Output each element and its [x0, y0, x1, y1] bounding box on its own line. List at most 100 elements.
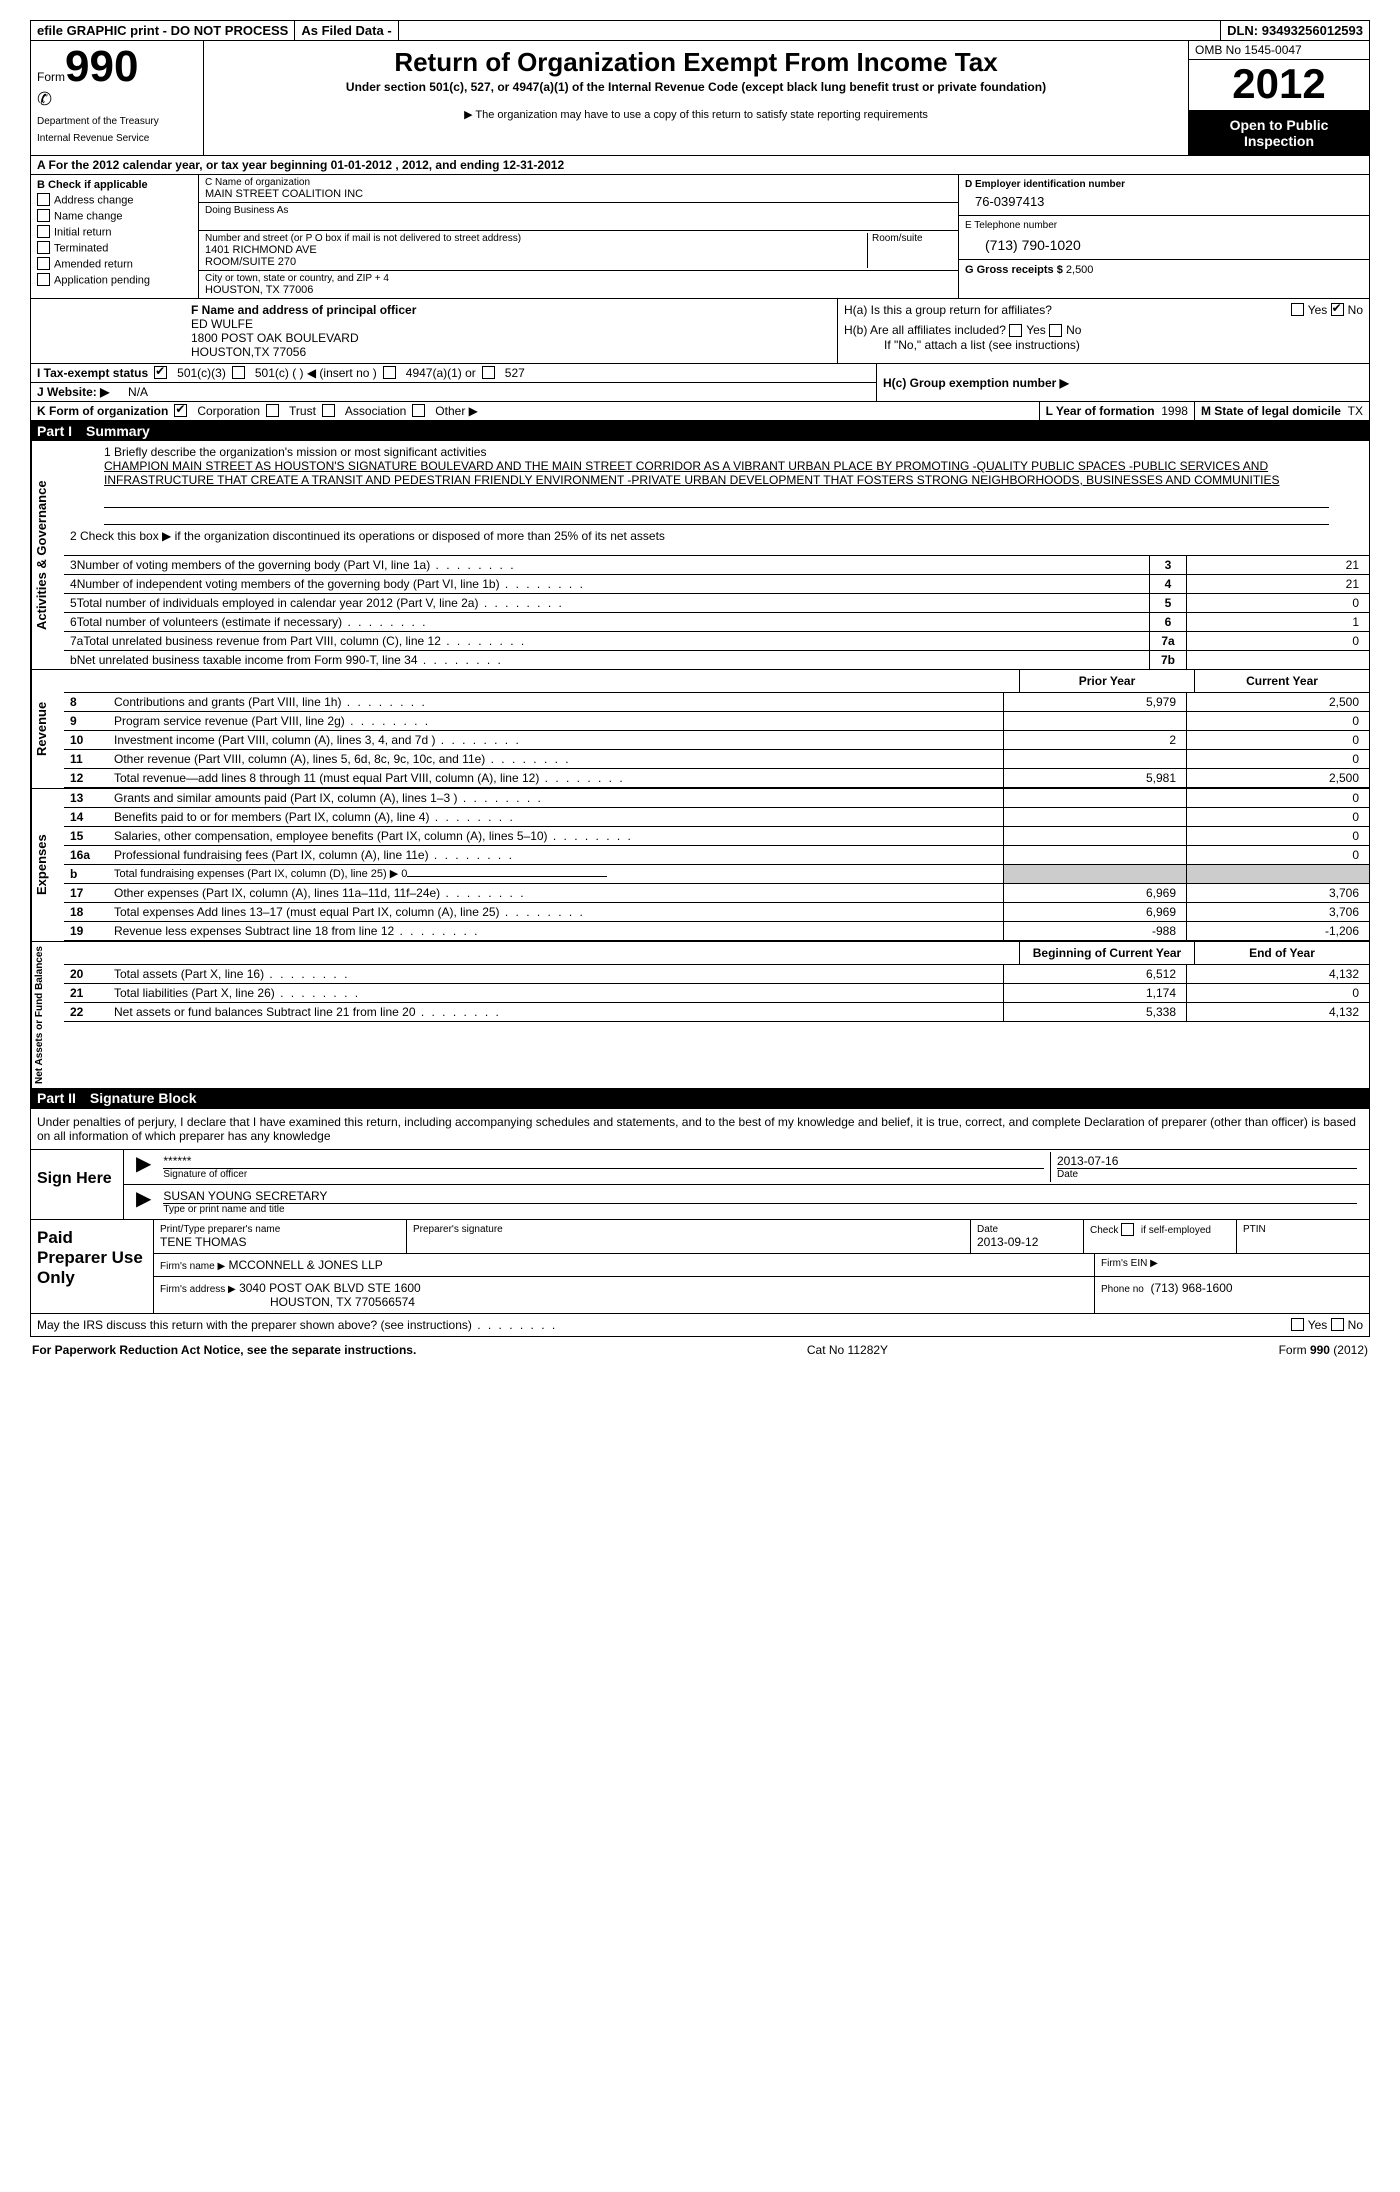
chk-527[interactable]: [482, 366, 495, 379]
pp-name-lbl: Print/Type preparer's name: [160, 1224, 400, 1235]
dba-lbl: Doing Business As: [205, 205, 952, 216]
hdr-eoy: End of Year: [1194, 942, 1369, 964]
efile-notice: efile GRAPHIC print - DO NOT PROCESS: [31, 21, 295, 40]
e-lbl: E Telephone number: [965, 220, 1363, 231]
chk-discuss-yes[interactable]: [1291, 1318, 1304, 1331]
dln: DLN: 93493256012593: [1221, 21, 1369, 40]
tax-year: 2012: [1189, 60, 1369, 111]
table-row: 18Total expenses Add lines 13–17 (must e…: [64, 903, 1369, 922]
chk-self-employed[interactable]: [1121, 1223, 1134, 1236]
phone: (713) 790-1020: [965, 231, 1363, 255]
chk-app-pending[interactable]: [37, 273, 50, 286]
firm-name: MCCONNELL & JONES LLP: [229, 1258, 383, 1272]
chk-terminated[interactable]: [37, 241, 50, 254]
chk-amended[interactable]: [37, 257, 50, 270]
hdr-current-year: Current Year: [1194, 670, 1369, 692]
section-header-block: B Check if applicable Address change Nam…: [31, 175, 1369, 299]
firm-name-lbl: Firm's name ▶: [160, 1261, 225, 1272]
title-row: Form990 ✆ Department of the Treasury Int…: [31, 41, 1369, 156]
table-row: 16aProfessional fundraising fees (Part I…: [64, 846, 1369, 865]
form-subtitle: Under section 501(c), 527, or 4947(a)(1)…: [214, 80, 1178, 94]
pp-label: Paid Preparer Use Only: [31, 1220, 154, 1313]
chk-discuss-no[interactable]: [1331, 1318, 1344, 1331]
form-note: ▶ The organization may have to use a cop…: [214, 108, 1178, 121]
hdr-boy: Beginning of Current Year: [1019, 942, 1194, 964]
arrow-icon: ▶: [130, 1152, 157, 1182]
firm-addr1: 3040 POST OAK BLVD STE 1600: [239, 1281, 421, 1295]
l-year: L Year of formation 1998: [1039, 402, 1194, 420]
pp-date: 2013-09-12: [977, 1235, 1077, 1249]
d-lbl: D Employer identification number: [965, 179, 1363, 190]
table-row: 21Total liabilities (Part X, line 26)1,1…: [64, 984, 1369, 1003]
summary-row: bNet unrelated business taxable income f…: [64, 650, 1369, 669]
chk-hb-no[interactable]: [1049, 324, 1062, 337]
firm-phone: (713) 968-1600: [1151, 1281, 1233, 1295]
as-filed: As Filed Data -: [295, 21, 398, 40]
table-row: 13Grants and similar amounts paid (Part …: [64, 789, 1369, 808]
chk-name-change[interactable]: [37, 209, 50, 222]
firm-addr2: HOUSTON, TX 770566574: [160, 1295, 415, 1309]
chk-501c[interactable]: [232, 366, 245, 379]
table-row: 11Other revenue (Part VIII, column (A), …: [64, 750, 1369, 769]
table-row: bTotal fundraising expenses (Part IX, co…: [64, 865, 1369, 884]
chk-ha-yes[interactable]: [1291, 303, 1304, 316]
hc-row: H(c) Group exemption number ▶: [876, 364, 1369, 402]
chk-initial-return[interactable]: [37, 225, 50, 238]
pp-sig-lbl: Preparer's signature: [413, 1224, 964, 1235]
chk-assoc[interactable]: [322, 404, 335, 417]
hdr-prior-year: Prior Year: [1019, 670, 1194, 692]
org-name: MAIN STREET COALITION INC: [205, 188, 952, 200]
hb-note: If "No," attach a list (see instructions…: [844, 338, 1363, 352]
chk-other[interactable]: [412, 404, 425, 417]
firm-phone-lbl: Phone no: [1101, 1284, 1144, 1295]
line1: 1 Briefly describe the organization's mi…: [64, 441, 1369, 491]
pp-name: TENE THOMAS: [160, 1235, 400, 1249]
sig-stars: ******: [163, 1154, 1044, 1168]
sig-date: 2013-07-16: [1057, 1154, 1357, 1168]
col-b: B Check if applicable Address change Nam…: [31, 175, 199, 298]
arrow-icon: ▶: [130, 1187, 157, 1217]
table-row: 14Benefits paid to or for members (Part …: [64, 808, 1369, 827]
addr-lbl: Number and street (or P O box if mail is…: [205, 233, 867, 244]
addr2: ROOM/SUITE 270: [205, 256, 867, 268]
f-lbl: F Name and address of principal officer: [191, 303, 416, 317]
chk-ha-no[interactable]: [1331, 303, 1344, 316]
g-receipts: G Gross receipts $ 2,500: [959, 260, 1369, 280]
dept-treasury: Department of the Treasury: [37, 116, 197, 127]
table-row: 15Salaries, other compensation, employee…: [64, 827, 1369, 846]
sig-name: SUSAN YOUNG SECRETARY: [163, 1189, 1357, 1203]
discuss-row: May the IRS discuss this return with the…: [31, 1313, 1369, 1336]
c-name-lbl: C Name of organization: [205, 177, 952, 188]
paid-preparer-block: Paid Preparer Use Only Print/Type prepar…: [31, 1219, 1369, 1313]
part2-header: Part IISignature Block: [31, 1088, 1369, 1108]
form-990: efile GRAPHIC print - DO NOT PROCESS As …: [30, 20, 1370, 1337]
form-number: 990: [65, 42, 138, 91]
ptin-lbl: PTIN: [1237, 1220, 1369, 1253]
sign-here-label: Sign Here: [31, 1150, 124, 1219]
chk-4947[interactable]: [383, 366, 396, 379]
officer-name: ED WULFE: [191, 317, 831, 331]
officer-addr: 1800 POST OAK BOULEVARD: [191, 331, 831, 345]
firm-addr-lbl: Firm's address ▶: [160, 1284, 236, 1295]
chk-hb-yes[interactable]: [1009, 324, 1022, 337]
table-row: 12Total revenue—add lines 8 through 11 (…: [64, 769, 1369, 788]
footer: For Paperwork Reduction Act Notice, see …: [30, 1337, 1370, 1363]
addr1: 1401 RICHMOND AVE: [205, 244, 867, 256]
col-degh: D Employer identification number 76-0397…: [958, 175, 1369, 298]
efile-bar: efile GRAPHIC print - DO NOT PROCESS As …: [31, 21, 1369, 41]
chk-address-change[interactable]: [37, 193, 50, 206]
m-state: M State of legal domicile TX: [1194, 402, 1369, 420]
form-title: Return of Organization Exempt From Incom…: [214, 47, 1178, 78]
chk-corp[interactable]: [174, 404, 187, 417]
ha-lbl: H(a) Is this a group return for affiliat…: [844, 303, 1052, 317]
room-lbl: Room/suite: [872, 233, 952, 244]
form-label: Form: [37, 70, 65, 84]
side-netassets: Net Assets or Fund Balances: [31, 942, 64, 1088]
chk-trust[interactable]: [266, 404, 279, 417]
omb-number: OMB No 1545-0047: [1189, 41, 1369, 60]
foot-mid: Cat No 11282Y: [807, 1343, 888, 1357]
line2: 2 Check this box ▶ if the organization d…: [64, 527, 1369, 545]
chk-501c3[interactable]: [154, 366, 167, 379]
col-c: C Name of organization MAIN STREET COALI…: [199, 175, 958, 298]
summary-row: 4Number of independent voting members of…: [64, 574, 1369, 593]
